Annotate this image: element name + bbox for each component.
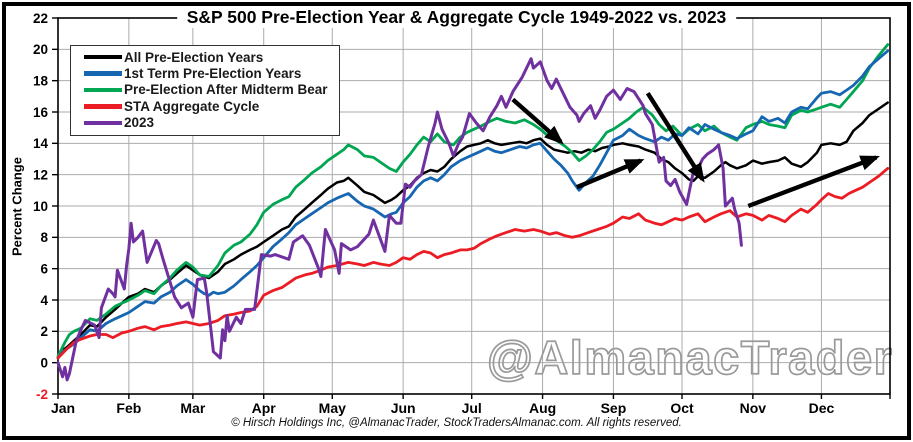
legend-box: All Pre-Election Years 1st Term Pre-Elect… — [70, 45, 340, 136]
arrow-august-recovery — [576, 158, 645, 190]
axis-ticks: -2 0 2 4 6 8 10 12 14 16 18 20 22 Jan Feb Mar Apr May Jun J… — [33, 11, 891, 416]
y-axis-tick-label: 16 — [33, 105, 49, 120]
series-line-2023 — [56, 57, 743, 382]
y-axis-tick-label: 14 — [33, 136, 49, 151]
legend-label: 1st Term Pre-Election Years — [124, 66, 302, 82]
x-axis-tick-label: Jan — [51, 400, 75, 416]
x-axis-tick-label: Nov — [740, 400, 767, 416]
legend-label: All Pre-Election Years — [124, 49, 264, 65]
y-axis-title: Percent Change — [9, 157, 25, 256]
legend-swatch-pre-election-after-midterm-bear — [84, 87, 122, 93]
footer-credit: © Hirsch Holdings Inc, @AlmanacTrader, S… — [231, 417, 682, 429]
legend-item: 2023 — [71, 115, 339, 131]
watermark-text: @AlmanacTrader — [487, 331, 893, 384]
x-axis-tick-label: Jul — [462, 400, 482, 416]
x-axis-tick-label: Feb — [116, 400, 141, 416]
x-axis-tick-label: Mar — [180, 400, 205, 416]
legend-item: All Pre-Election Years — [71, 49, 339, 65]
series-line-all-pre-election-years — [56, 101, 889, 360]
series-line-sta-aggregate-cycle — [56, 166, 890, 360]
legend-swatch-sta-aggregate-cycle — [84, 104, 122, 109]
series-line-pre-election-after-midterm-bear — [56, 43, 890, 358]
legend-item: Pre-Election After Midterm Bear — [71, 82, 339, 98]
y-axis-tick-label: 22 — [33, 11, 48, 26]
legend-swatch-1st-term-pre-election-years — [84, 71, 122, 76]
y-axis-tick-label: 6 — [40, 261, 48, 276]
arrow-september-decline — [645, 92, 705, 183]
annotation-arrows — [511, 92, 880, 209]
legend-swatch-2023 — [84, 120, 122, 125]
legend-item: 1st Term Pre-Election Years — [71, 65, 339, 81]
y-axis-tick-label: 4 — [40, 293, 48, 308]
x-axis-tick-label: Dec — [809, 400, 835, 416]
x-axis-tick-label: Oct — [670, 400, 694, 416]
y-axis-tick-label: 8 — [40, 230, 48, 245]
x-axis-tick-label: May — [319, 400, 346, 416]
x-axis-tick-label: Aug — [529, 400, 556, 416]
arrow-july-decline — [511, 97, 564, 145]
legend-label: STA Aggregate Cycle — [124, 98, 260, 114]
legend-item: STA Aggregate Cycle — [71, 98, 339, 114]
legend-label: 2023 — [124, 115, 155, 131]
legend-swatch-all-pre-election-years — [84, 54, 122, 60]
y-axis-tick-label: 10 — [33, 199, 48, 214]
arrow-yearend-rally — [747, 155, 880, 209]
x-axis-tick-label: Apr — [252, 400, 277, 416]
y-axis-tick-label: 12 — [33, 167, 48, 182]
y-axis-tick-label: 18 — [33, 73, 49, 88]
legend-label: Pre-Election After Midterm Bear — [124, 82, 328, 98]
y-axis-tick-label: 20 — [33, 42, 48, 57]
series-lines — [56, 43, 890, 382]
y-axis-tick-label: 0 — [40, 355, 48, 370]
x-axis-tick-label: Sep — [601, 400, 627, 416]
y-axis-tick-label: 2 — [40, 324, 48, 339]
y-axis-tick-label: -2 — [36, 387, 48, 402]
x-axis-tick-label: Jun — [391, 400, 416, 416]
chart-title: S&P 500 Pre-Election Year & Aggregate Cy… — [176, 7, 737, 28]
